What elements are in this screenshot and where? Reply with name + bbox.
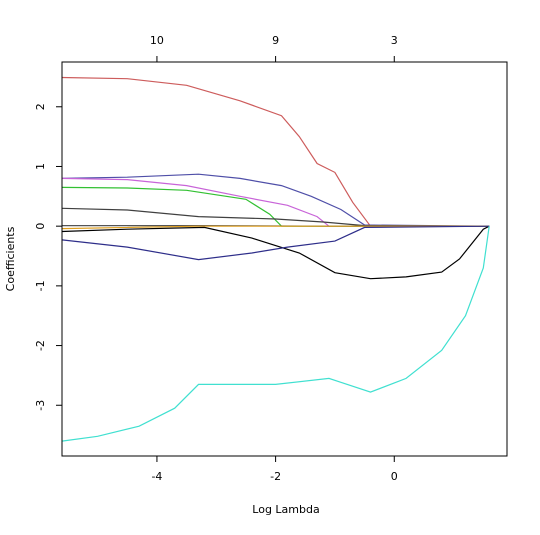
y-tick-label: -2 <box>34 340 47 351</box>
series-line-9 <box>61 225 490 261</box>
series-line-3 <box>61 177 490 227</box>
series-line-1 <box>61 76 490 227</box>
series-line-5 <box>61 207 490 227</box>
plot-frame <box>61 61 508 457</box>
y-tick-label: 1 <box>34 163 47 170</box>
series-line-4 <box>61 186 490 227</box>
y-tick-label: -3 <box>34 400 47 411</box>
x-tick-label: 0 <box>391 470 398 483</box>
top-tick-label: 10 <box>150 34 164 47</box>
y-tick-label: -1 <box>34 280 47 291</box>
series-line-7 <box>61 225 490 230</box>
series-line-8 <box>61 225 490 280</box>
top-tick-label: 3 <box>391 34 398 47</box>
x-tick-label: -4 <box>151 470 162 483</box>
series-line-10 <box>61 226 490 442</box>
x-axis-label: Log Lambda <box>252 503 319 516</box>
axes-layer: -4 -2 0 10 9 3 -3 -2 -1 0 1 2 <box>34 34 508 483</box>
y-tick-label: 2 <box>34 103 47 110</box>
y-tick-label: 0 <box>34 223 47 230</box>
y-axis-label: Coefficients <box>4 226 17 291</box>
top-tick-label: 9 <box>272 34 279 47</box>
x-tick-label: -2 <box>270 470 281 483</box>
series-line-2 <box>61 173 490 227</box>
series-layer <box>61 76 490 442</box>
